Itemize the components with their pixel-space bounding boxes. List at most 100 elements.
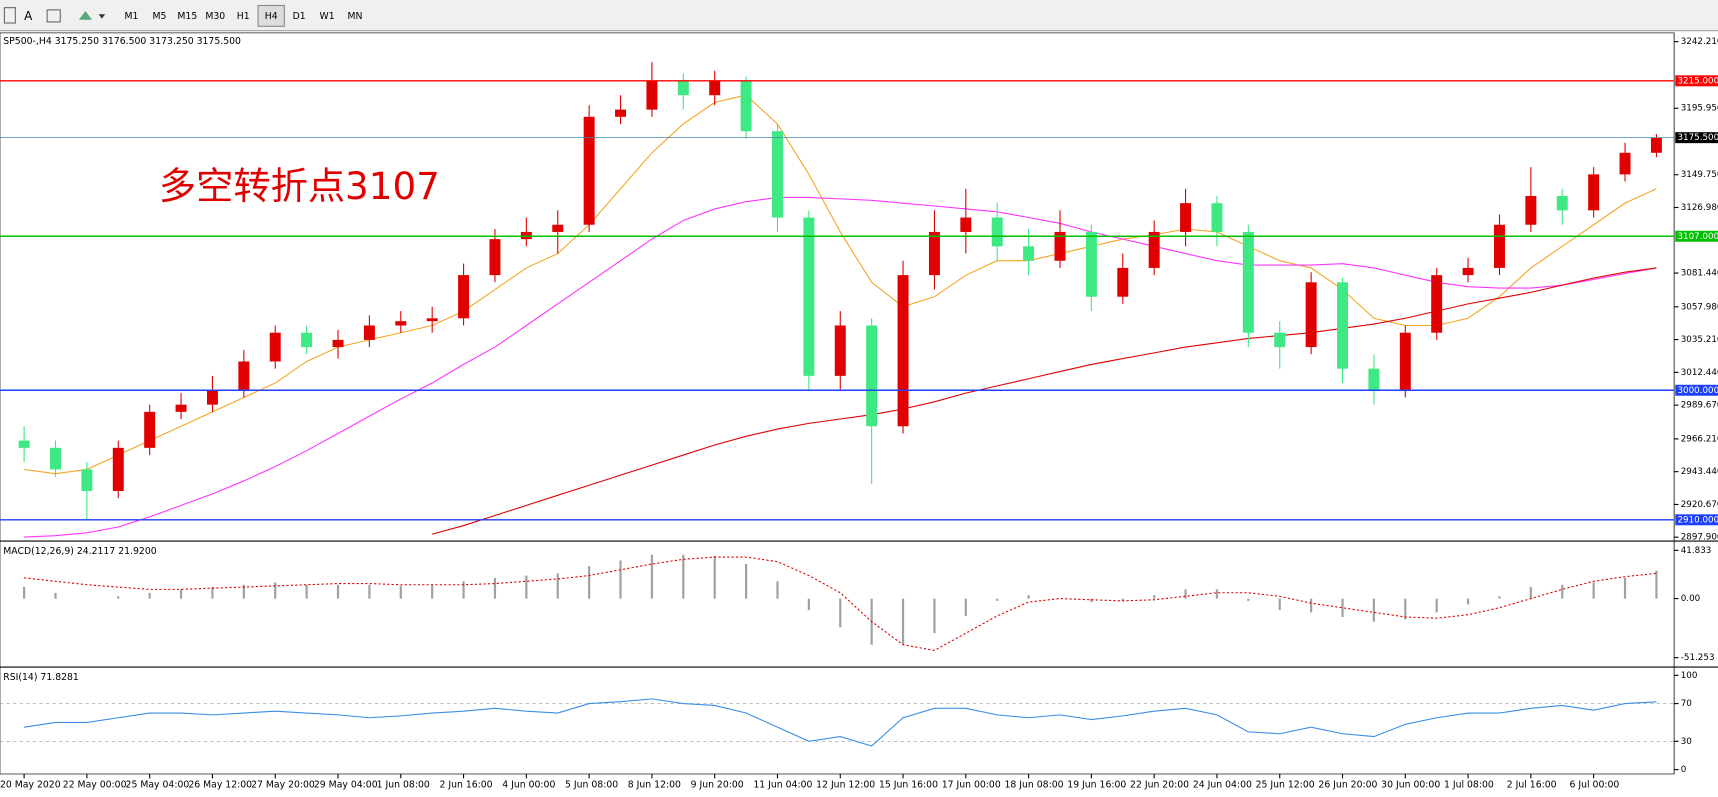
level-label: 3215.000 <box>1677 76 1718 86</box>
level-label: 3107.000 <box>1677 232 1718 242</box>
level-label: 3000.000 <box>1677 386 1718 396</box>
cursor-tool[interactable] <box>3 7 16 24</box>
x-tick-label: 24 Jun 04:00 <box>1193 779 1252 790</box>
candle-body <box>1619 152 1631 175</box>
level-label-bg <box>1675 75 1718 87</box>
candle-body <box>552 224 564 232</box>
candle-body <box>269 332 281 362</box>
timeframe-button[interactable]: W1 <box>320 11 335 22</box>
candle-body <box>1368 368 1380 391</box>
y-tick-label: 30 <box>1681 737 1692 747</box>
timeframe-button[interactable]: M15 <box>177 11 197 22</box>
level-label-bg <box>1675 514 1718 526</box>
candle-body <box>1117 267 1129 297</box>
panel <box>0 698 1675 747</box>
x-tick-label: 9 Jun 20:00 <box>691 779 744 790</box>
candle-body <box>772 131 783 218</box>
candle-body <box>238 361 250 391</box>
candle-body <box>458 275 470 319</box>
candle-body <box>301 332 313 348</box>
candle-body <box>1211 203 1223 232</box>
panel-title: MACD(12,26,9) 24.2117 21.9200 <box>3 546 156 557</box>
level-label: 2910.000 <box>1677 515 1718 525</box>
y-tick-label: 2943.440 <box>1681 467 1718 477</box>
shapes-tool[interactable] <box>78 10 93 20</box>
timeframe-button[interactable]: M30 <box>205 11 225 22</box>
chart-frame <box>0 32 1675 775</box>
timeframe-button[interactable]: H1 <box>237 11 250 22</box>
y-tick-label: -51.253 <box>1681 653 1715 663</box>
x-tick-label: 25 May 04:00 <box>126 779 190 790</box>
candle-body <box>1556 195 1568 211</box>
moving-average <box>431 267 1657 535</box>
candle-body <box>1337 282 1348 369</box>
candle-body <box>175 404 187 412</box>
candle-body <box>615 109 627 117</box>
x-tick-label: 12 Jun 12:00 <box>816 779 875 790</box>
text-tool[interactable]: A <box>24 9 33 23</box>
rsi-line <box>24 698 1657 747</box>
candle-body <box>363 325 375 340</box>
x-tick-label: 1 Jul 08:00 <box>1444 779 1494 790</box>
shapes-dropdown[interactable] <box>98 14 106 19</box>
candle-body <box>1242 231 1254 333</box>
candle-body <box>1493 224 1505 268</box>
x-tick-label: 8 Jun 12:00 <box>628 779 681 790</box>
y-tick-label: 3242.210 <box>1681 37 1718 47</box>
x-tick-label: 22 May 00:00 <box>63 779 127 790</box>
timeframe-bar: M1 M5 M15 M30 H1 H4 D1 W1 MN <box>125 4 363 27</box>
x-tick-label: 4 Jun 00:00 <box>502 779 555 790</box>
candle-body <box>1650 137 1662 153</box>
candle-body <box>1054 231 1066 261</box>
x-tick-label: 1 Jun 08:00 <box>377 779 430 790</box>
x-tick-label: 2 Jul 16:00 <box>1507 779 1557 790</box>
candle-body <box>1180 203 1192 232</box>
x-tick-label: 18 Jun 08:00 <box>1005 779 1064 790</box>
annotation: 多空转折点3107 <box>159 164 440 208</box>
x-tick-label: 26 Jun 20:00 <box>1318 779 1377 790</box>
y-tick-label: 2989.670 <box>1681 401 1718 411</box>
candle-body <box>677 80 689 96</box>
x-tick-label: 19 Jun 16:00 <box>1067 779 1126 790</box>
panel <box>23 554 1658 652</box>
candle-body <box>1023 246 1035 261</box>
y-tick-label: 3195.950 <box>1681 104 1718 114</box>
y-tick-label: 41.833 <box>1681 546 1712 556</box>
candle-body <box>1305 282 1317 348</box>
candle-body <box>112 447 124 492</box>
timeframe-button[interactable]: D1 <box>293 11 306 22</box>
candle-body <box>709 80 721 96</box>
x-tick-label: 30 Jun 00:00 <box>1381 779 1440 790</box>
candle-body <box>803 217 815 376</box>
candle-body <box>866 325 878 427</box>
y-tick-label: 2897.900 <box>1681 533 1718 543</box>
x-tick-label: 26 May 12:00 <box>188 779 252 790</box>
x-tick-label: 22 Jun 20:00 <box>1130 779 1189 790</box>
y-tick-label: 2966.210 <box>1681 434 1718 444</box>
y-tick-label: 3057.980 <box>1681 302 1718 312</box>
x-tick-label: 20 May 2020 <box>0 779 61 790</box>
candle-body <box>1588 174 1600 211</box>
timeframe-button[interactable]: M1 <box>125 11 139 22</box>
candle-body <box>206 390 218 405</box>
y-tick-label: 3126.980 <box>1681 203 1718 213</box>
candle-body <box>1525 195 1537 225</box>
timeframe-button[interactable]: M5 <box>152 11 166 22</box>
toolbar <box>0 0 1718 31</box>
candle-body <box>583 116 595 225</box>
candle-body <box>426 318 438 322</box>
label-tool[interactable] <box>46 9 61 23</box>
x-tick-label: 5 Jun 08:00 <box>565 779 618 790</box>
level-label-bg <box>1675 230 1718 242</box>
candle-body <box>928 231 940 276</box>
candle-body <box>1274 332 1286 348</box>
candle-body <box>332 339 344 348</box>
candle-body <box>991 217 1003 247</box>
x-tick-label: 2 Jun 16:00 <box>439 779 492 790</box>
candle-body <box>740 80 752 132</box>
timeframe-button[interactable]: MN <box>348 11 363 22</box>
y-tick-label: 3149.750 <box>1681 170 1718 180</box>
timeframe-button[interactable]: H4 <box>265 11 278 22</box>
candle-body <box>1462 267 1474 276</box>
